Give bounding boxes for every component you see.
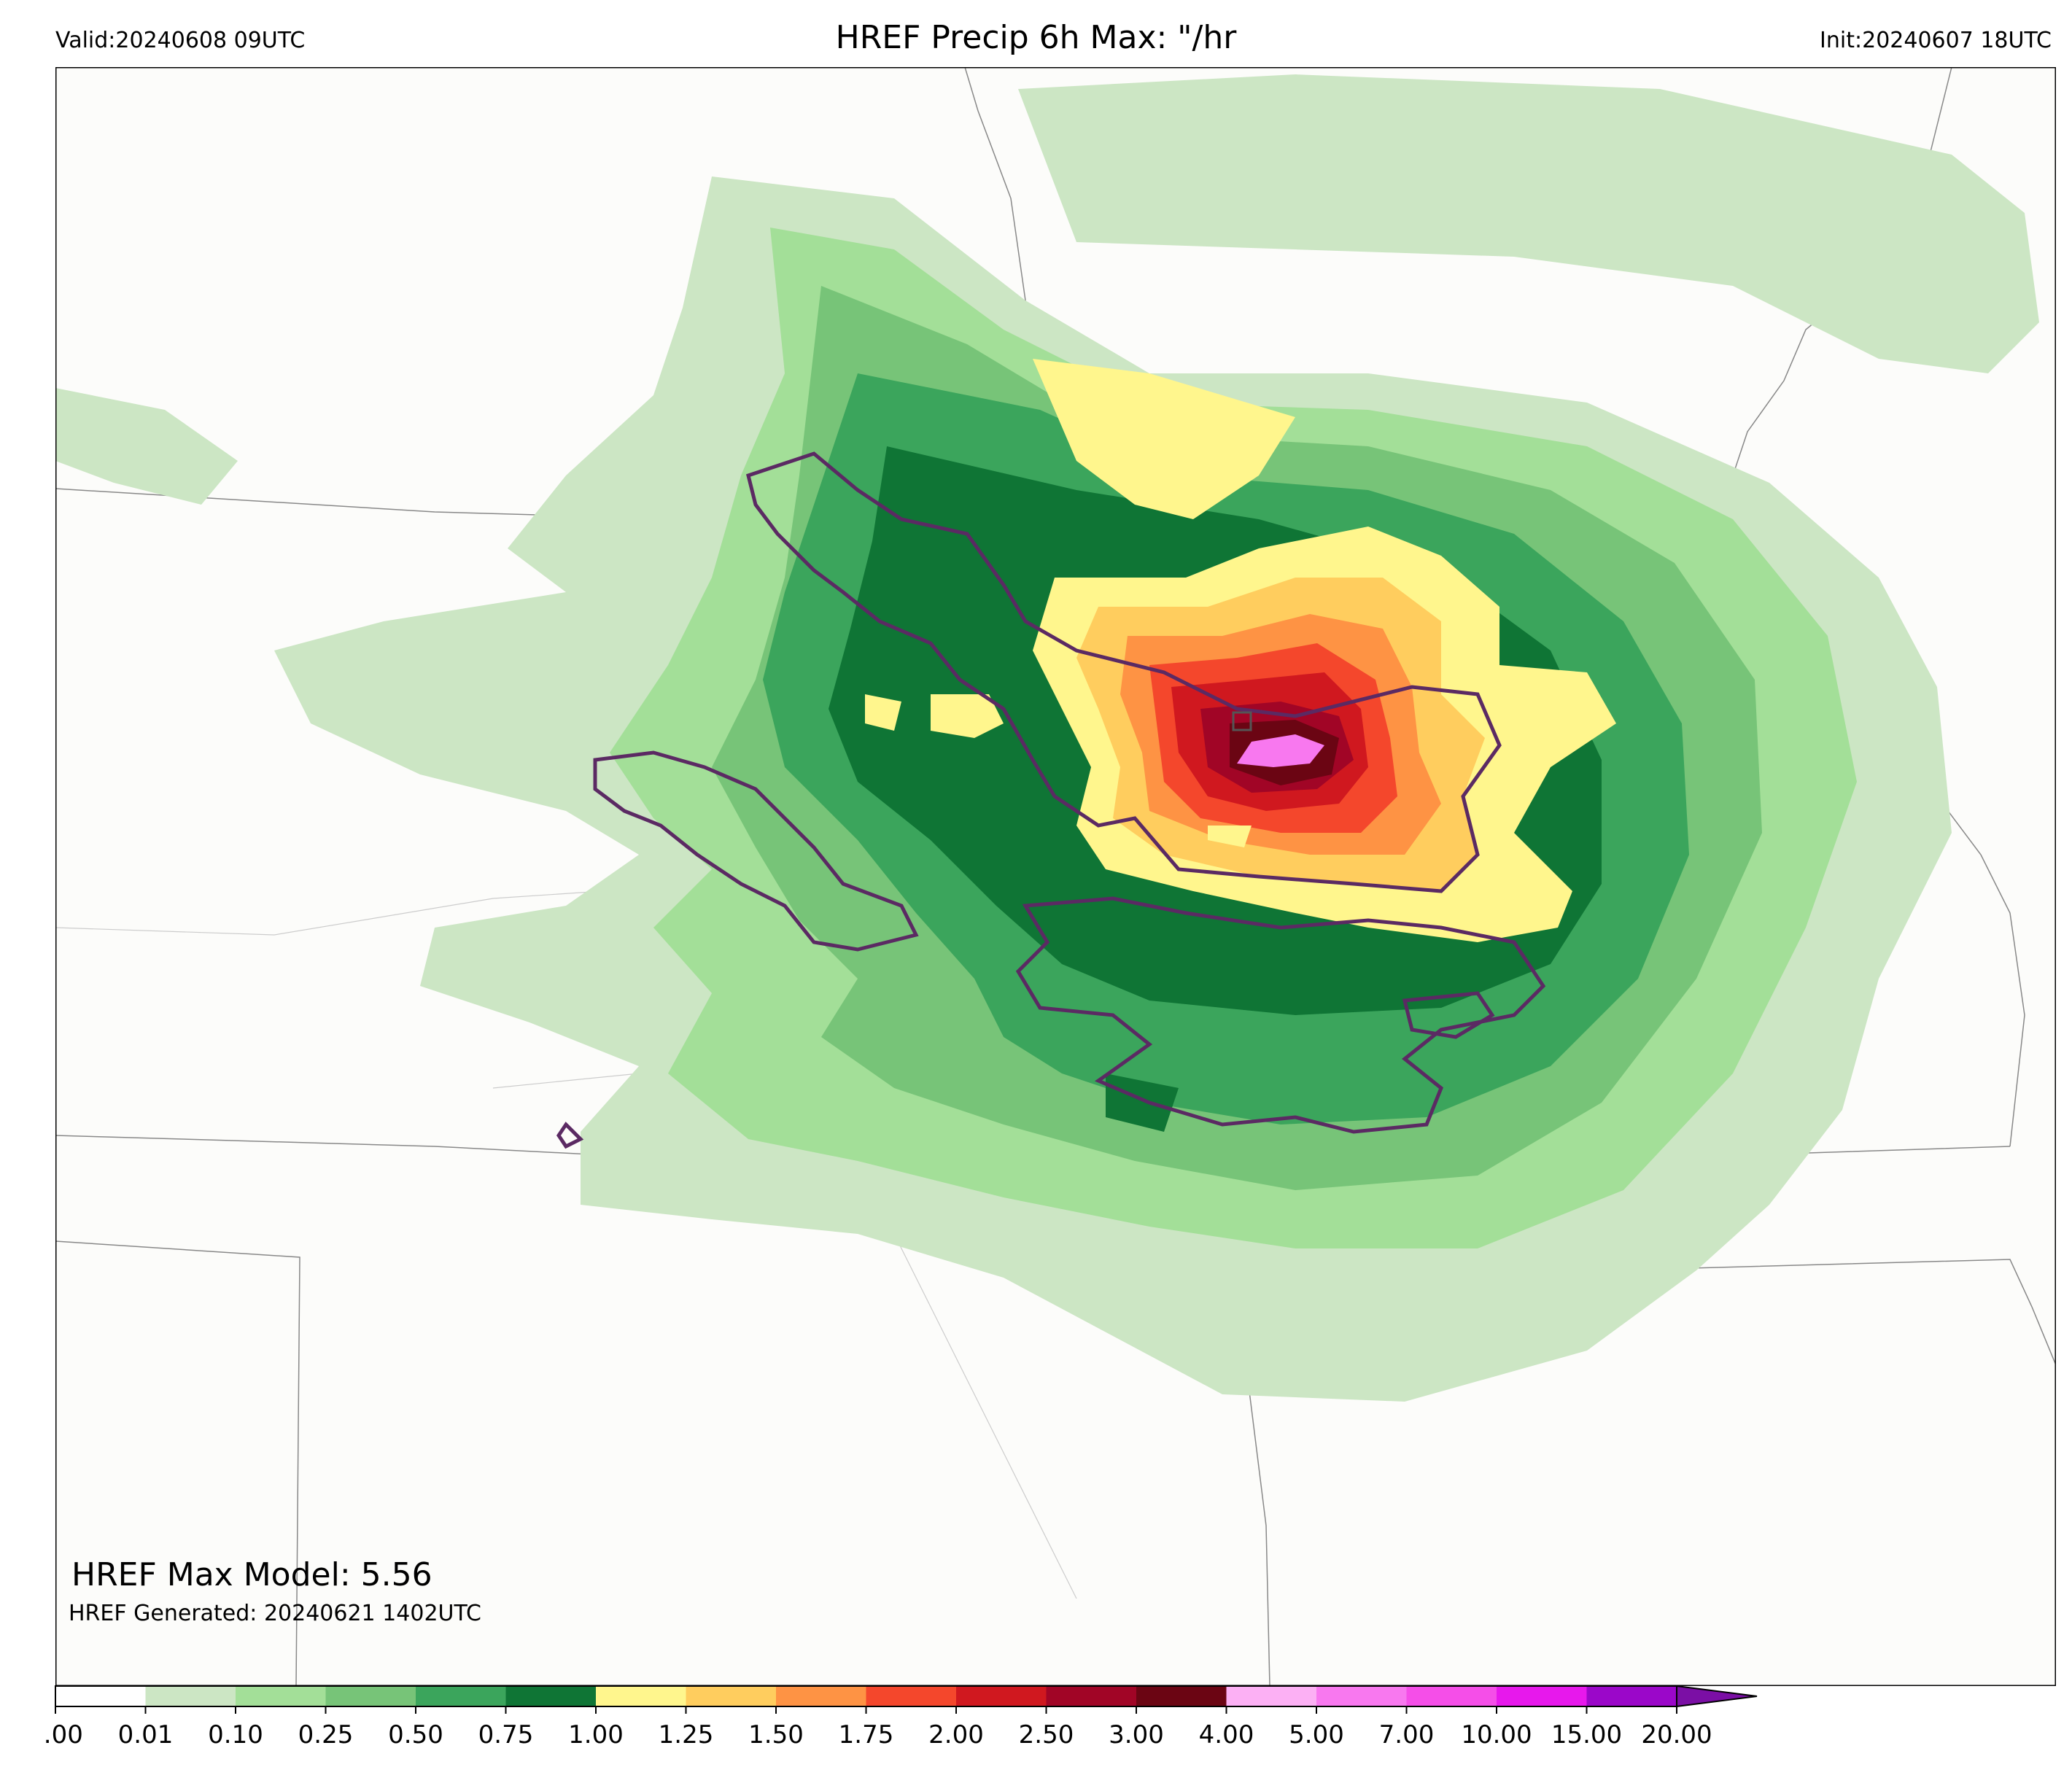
colorbar: 0.00 0.01 0.10 0.25 0.50 0.75 1.00 1.25 1.50 1.75… bbox=[44, 1685, 1758, 1749]
colorbar-tick-label: 5.00 bbox=[1289, 1720, 1344, 1749]
colorbar-segment bbox=[1046, 1686, 1137, 1706]
colorbar-tick-label: 7.00 bbox=[1379, 1720, 1435, 1749]
colorbar-segment bbox=[1136, 1686, 1227, 1706]
colorbar-segment bbox=[145, 1686, 236, 1706]
colorbar-segment bbox=[1226, 1686, 1317, 1706]
max-location-marker bbox=[1232, 711, 1252, 731]
colorbar-segment bbox=[776, 1686, 866, 1706]
colorbar-segments bbox=[55, 1685, 1758, 1708]
valid-time-label: Valid:20240608 09UTC bbox=[55, 28, 306, 53]
colorbar-tick-label: 0.75 bbox=[478, 1720, 534, 1749]
colorbar-segment bbox=[686, 1686, 777, 1706]
colorbar-segment bbox=[325, 1686, 416, 1706]
colorbar-tick-label: 1.50 bbox=[748, 1720, 804, 1749]
colorbar-segment bbox=[1406, 1686, 1497, 1706]
colorbar-tick-label: 1.00 bbox=[568, 1720, 624, 1749]
colorbar-segment bbox=[1586, 1686, 1677, 1706]
colorbar-segment bbox=[866, 1686, 957, 1706]
colorbar-tick-label: 0.10 bbox=[208, 1720, 263, 1749]
colorbar-segment bbox=[1316, 1686, 1407, 1706]
precip-shading bbox=[55, 74, 2039, 1402]
colorbar-tick-label: 2.00 bbox=[928, 1720, 984, 1749]
colorbar-segment bbox=[55, 1686, 146, 1706]
colorbar-segment bbox=[416, 1686, 506, 1706]
colorbar-tick-label: 2.50 bbox=[1019, 1720, 1074, 1749]
colorbar-segment bbox=[596, 1686, 686, 1706]
precip-map: HREF Max Model: 5.56 HREF Generated: 202… bbox=[55, 67, 2056, 1686]
colorbar-tick-label: 3.00 bbox=[1109, 1720, 1164, 1749]
colorbar-tick-label: 0.50 bbox=[388, 1720, 443, 1749]
generated-label: HREF Generated: 20240621 1402UTC bbox=[69, 1601, 481, 1626]
colorbar-tick-label: 0.00 bbox=[44, 1720, 83, 1749]
colorbar-tick-label: 1.25 bbox=[659, 1720, 714, 1749]
colorbar-segment bbox=[1497, 1686, 1587, 1706]
colorbar-tick-labels: 0.00 0.01 0.10 0.25 0.50 0.75 1.00 1.25 1.50 1.75… bbox=[44, 1706, 1712, 1749]
init-time-label: Init:20240607 18UTC bbox=[1820, 28, 2052, 53]
colorbar-tick-label: 10.00 bbox=[1461, 1720, 1532, 1749]
colorbar-tick-label: 15.00 bbox=[1551, 1720, 1622, 1749]
colorbar-extend-arrow bbox=[1676, 1685, 1758, 1708]
probability-contours bbox=[556, 451, 1546, 1149]
colorbar-segment bbox=[236, 1686, 326, 1706]
colorbar-segment bbox=[956, 1686, 1047, 1706]
colorbar-tick-label: 4.00 bbox=[1199, 1720, 1254, 1749]
chart-title: HREF Precip 6h Max: "/hr bbox=[835, 19, 1237, 56]
colorbar-tick-label: 1.75 bbox=[839, 1720, 894, 1749]
colorbar-segment bbox=[505, 1686, 597, 1706]
colorbar-tick-label: 0.01 bbox=[118, 1720, 174, 1749]
colorbar-tick-label: 20.00 bbox=[1641, 1720, 1712, 1749]
colorbar-tick-label: 0.25 bbox=[298, 1720, 354, 1749]
max-model-label: HREF Max Model: 5.56 bbox=[71, 1556, 432, 1593]
